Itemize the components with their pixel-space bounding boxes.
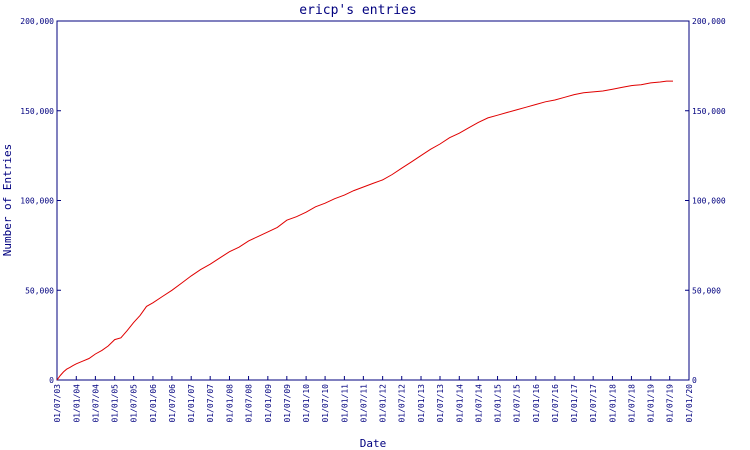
x-tick-label: 01/07/05 (130, 384, 139, 423)
x-tick-label: 01/07/04 (91, 384, 100, 423)
x-tick-label: 01/01/11 (340, 384, 349, 423)
y-axis-ticks: 0 0 50,000 50,000 100,000 100,000 150,000 150,0… (20, 17, 726, 385)
x-tick-label: 01/01/06 (149, 384, 158, 423)
x-tick-label: 01/01/14 (455, 384, 464, 423)
x-tick-label: 01/01/12 (379, 384, 388, 423)
chart-title: ericp's entries (299, 3, 416, 18)
x-tick-label: 01/01/10 (302, 384, 311, 423)
x-tick-label: 01/07/12 (398, 384, 407, 423)
x-tick-label: 01/07/07 (206, 384, 215, 423)
y-tick-label-right: 150,000 (692, 107, 726, 116)
x-tick-label: 01/01/20 (685, 384, 694, 423)
series-line (56, 80, 673, 381)
x-tick-label: 01/07/13 (436, 384, 445, 423)
y-axis-label: Number of Entries (1, 144, 14, 257)
x-tick-label: 01/07/15 (513, 384, 522, 423)
x-tick-label: 01/07/08 (245, 384, 254, 423)
y-tick-label-left: 200,000 (20, 17, 54, 26)
x-tick-label: 01/07/11 (359, 384, 368, 423)
x-tick-label: 01/01/19 (647, 384, 656, 423)
x-tick-label: 01/07/06 (168, 384, 177, 423)
x-tick-label: 01/01/07 (187, 384, 196, 423)
x-tick-label: 01/07/18 (627, 384, 636, 423)
x-tick-label: 01/07/03 (53, 384, 62, 423)
x-tick-label: 01/07/19 (666, 384, 675, 423)
x-tick-label: 01/07/16 (551, 384, 560, 423)
x-tick-label: 01/07/17 (589, 384, 598, 423)
y-tick-label-left: 150,000 (20, 107, 54, 116)
x-tick-label: 01/07/14 (474, 384, 483, 423)
x-tick-label: 01/01/09 (264, 384, 273, 423)
y-tick-label-right: 100,000 (692, 197, 726, 206)
x-tick-label: 01/07/10 (321, 384, 330, 423)
x-tick-label: 01/01/16 (532, 384, 541, 423)
y-tick-label-left: 100,000 (20, 197, 54, 206)
y-tick-label-left: 0 (49, 376, 54, 385)
x-tick-label: 01/01/15 (494, 384, 503, 423)
x-tick-label: 01/01/04 (72, 384, 81, 423)
x-axis-ticks: 01/07/03 01/01/04 01/07/04 01/01/05 01/07/05… (53, 376, 694, 423)
x-tick-label: 01/01/13 (417, 384, 426, 423)
x-tick-label: 01/07/09 (283, 384, 292, 423)
y-tick-label-left: 50,000 (25, 286, 54, 295)
y-tick-label-right: 50,000 (692, 286, 721, 295)
x-tick-label: 01/01/05 (111, 384, 120, 423)
x-tick-label: 01/01/17 (570, 384, 579, 423)
plot-frame (56, 20, 690, 381)
x-tick-label: 01/01/18 (608, 384, 617, 423)
y-tick-label-right: 0 (692, 376, 697, 385)
x-axis-label: Date (360, 437, 387, 450)
x-tick-label: 01/01/08 (225, 384, 234, 423)
y-tick-label-right: 200,000 (692, 17, 726, 26)
